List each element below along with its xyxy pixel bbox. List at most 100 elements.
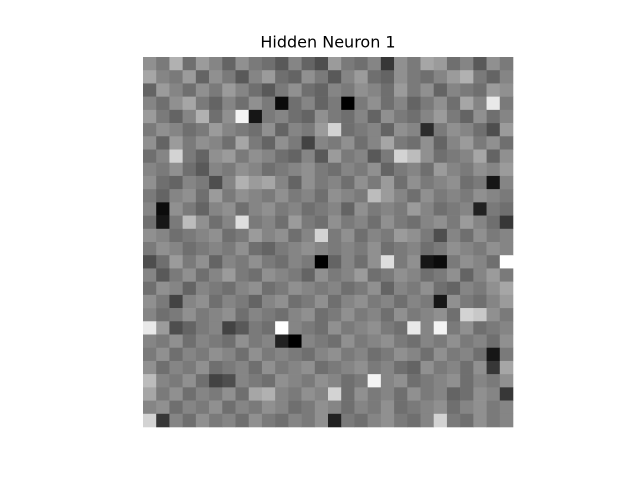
cell [143, 149, 157, 164]
cell [182, 334, 197, 349]
cell [156, 57, 170, 71]
cell [460, 255, 474, 269]
cell [328, 413, 342, 428]
cell [235, 57, 250, 71]
cell [328, 83, 342, 97]
cell [367, 387, 382, 401]
cell [209, 281, 223, 296]
cell [433, 400, 448, 415]
cell [169, 228, 183, 243]
cell [354, 70, 368, 84]
cell [275, 96, 289, 111]
cell [499, 334, 514, 349]
cell [486, 149, 501, 164]
cell [248, 149, 263, 164]
cell [367, 400, 382, 415]
cell [341, 136, 355, 150]
cell [143, 334, 157, 349]
cell [301, 308, 316, 322]
cell [354, 96, 368, 111]
cell [473, 149, 487, 164]
cell [275, 149, 289, 164]
cell [367, 96, 382, 111]
cell [222, 387, 236, 401]
cell [486, 162, 501, 177]
cell [341, 413, 355, 428]
cell [367, 83, 382, 97]
cell [460, 374, 474, 388]
cell [486, 334, 501, 349]
cell [169, 268, 183, 282]
cell [407, 149, 421, 164]
cell [499, 294, 514, 309]
cell [275, 175, 289, 190]
cell [156, 215, 170, 230]
cell [328, 162, 342, 177]
cell [407, 70, 421, 84]
cell [209, 255, 223, 269]
cell [169, 109, 183, 124]
cell [328, 400, 342, 415]
cell [261, 83, 276, 97]
cell [261, 202, 276, 216]
cell [195, 57, 210, 71]
cell [235, 413, 250, 428]
cell [420, 413, 435, 428]
cell [446, 294, 461, 309]
cell [433, 347, 448, 362]
cell [288, 360, 302, 375]
cell [235, 321, 250, 335]
cell [235, 268, 250, 282]
cell [143, 360, 157, 375]
cell [486, 189, 501, 203]
cell [367, 228, 382, 243]
cell [301, 149, 316, 164]
cell [394, 149, 408, 164]
cell [156, 202, 170, 216]
cell [394, 202, 408, 216]
cell [380, 321, 395, 335]
cell [433, 268, 448, 282]
cell [235, 294, 250, 309]
cell [261, 321, 276, 335]
cell [486, 83, 501, 97]
cell [222, 360, 236, 375]
cell [341, 228, 355, 243]
cell [248, 294, 263, 309]
cell [367, 175, 382, 190]
cell [235, 149, 250, 164]
cell [460, 387, 474, 401]
cell [473, 136, 487, 150]
cell [143, 57, 157, 71]
cell [486, 175, 501, 190]
cell [328, 96, 342, 111]
cell [314, 228, 329, 243]
cell [275, 70, 289, 84]
cell [473, 281, 487, 296]
cell [156, 242, 170, 256]
cell [248, 96, 263, 111]
cell [235, 175, 250, 190]
cell [328, 202, 342, 216]
cell [275, 281, 289, 296]
cell [460, 202, 474, 216]
cell [486, 308, 501, 322]
cell [195, 215, 210, 230]
cell [156, 255, 170, 269]
cell [222, 308, 236, 322]
cell [380, 255, 395, 269]
cell [209, 321, 223, 335]
cell [156, 123, 170, 137]
cell [222, 413, 236, 428]
cell [341, 202, 355, 216]
cell [328, 57, 342, 71]
cell [209, 202, 223, 216]
cell [407, 347, 421, 362]
cell [275, 57, 289, 71]
cell [354, 347, 368, 362]
cell [182, 215, 197, 230]
cell [380, 202, 395, 216]
cell [156, 294, 170, 309]
cell [143, 242, 157, 256]
cell [275, 400, 289, 415]
